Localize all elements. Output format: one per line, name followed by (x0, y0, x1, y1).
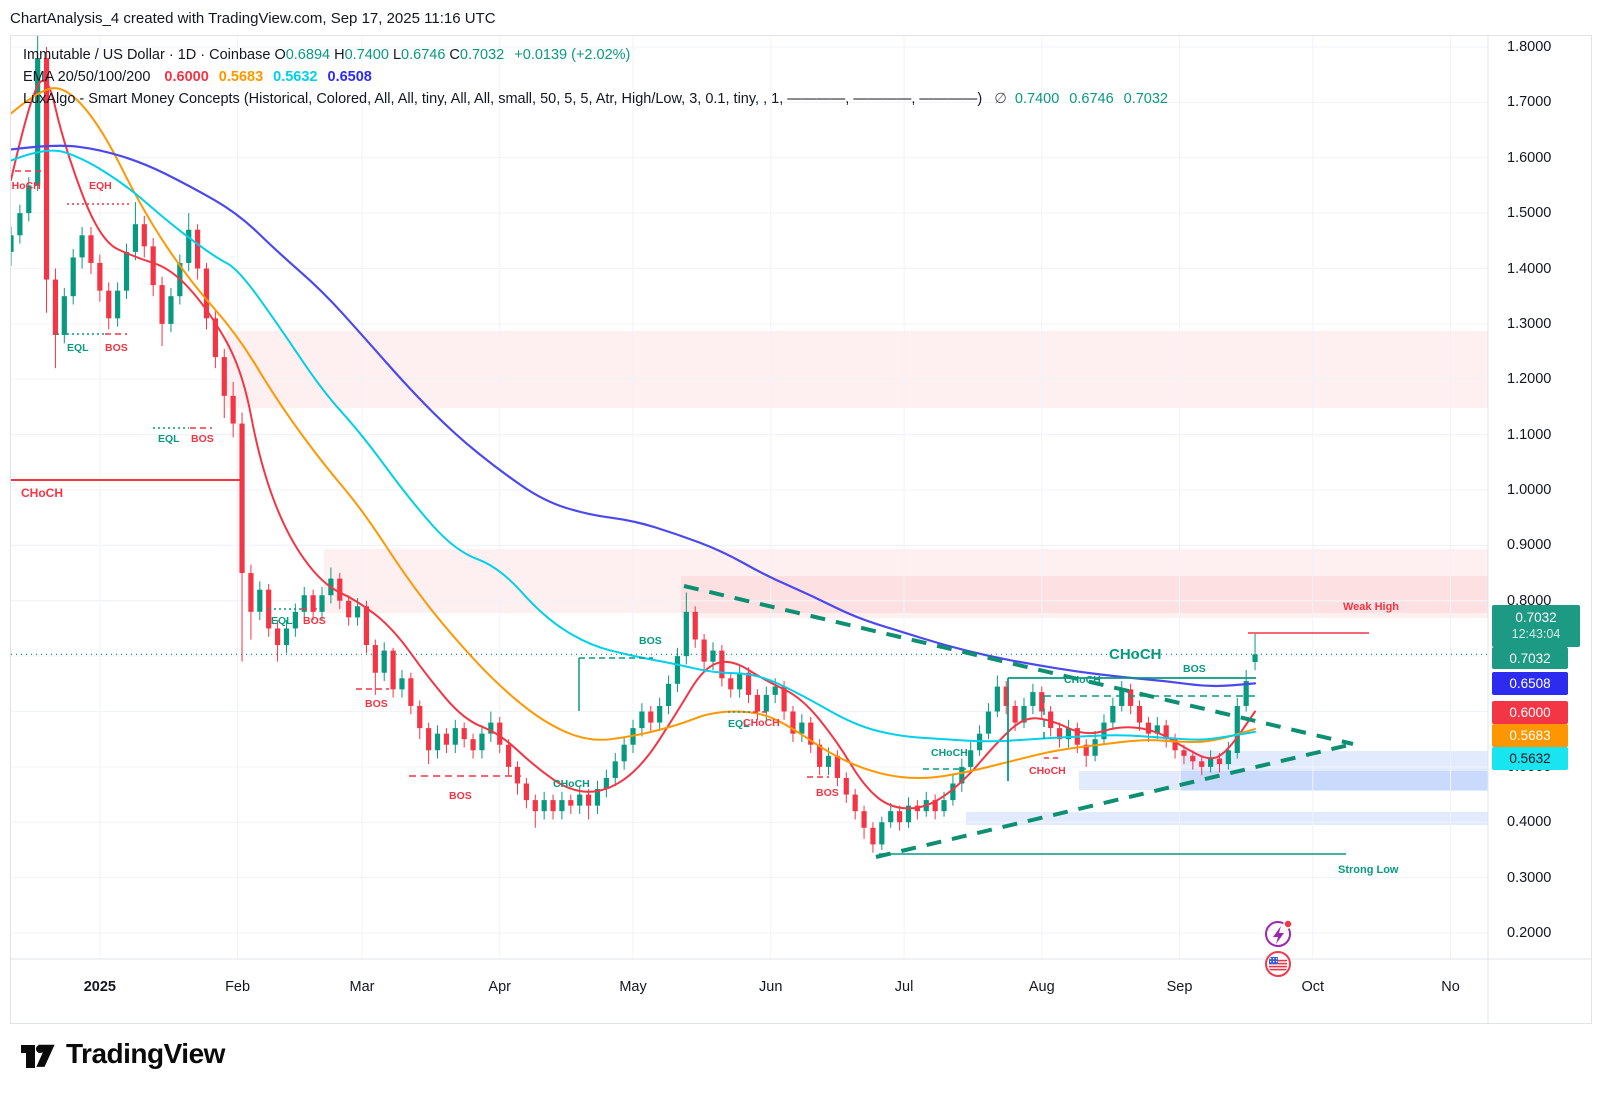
price-axis-label[interactable]: 1.3000 (1507, 315, 1552, 332)
price-chart-canvas[interactable] (11, 36, 1591, 1023)
smc-label-strong-low: Strong Low (1338, 864, 1399, 876)
price-axis-label[interactable]: 0.8000 (1507, 592, 1552, 609)
smc-label-bos: BOS (191, 433, 214, 445)
symbol-legend-row[interactable]: Immutable / US Dollar · 1D · Coinbase O0… (23, 44, 1178, 66)
smc-label-eql: EQL (728, 718, 750, 730)
luxalgo-legend-row[interactable]: LuxAlgo - Smart Money Concepts (Historic… (23, 88, 1178, 110)
luxalgo-values: 0.7400 0.6746 0.7032 (1014, 91, 1168, 107)
ema-values: 0.6000 0.5683 0.5632 0.6508 (164, 69, 372, 85)
price-axis-label[interactable]: 0.3000 (1507, 869, 1552, 886)
symbol-title: Immutable / US Dollar · 1D · Coinbase (23, 47, 271, 63)
price-tag-0.6000: 0.6000 (1492, 701, 1568, 724)
smc-label-bos: BOS (639, 635, 662, 647)
price-axis-label[interactable]: 1.6000 (1507, 149, 1552, 166)
price-tag-0.7032: 0.7032 (1492, 647, 1568, 669)
tradingview-footer[interactable]: TradingView (20, 1038, 225, 1070)
chart-widget[interactable]: Immutable / US Dollar · 1D · Coinbase O0… (10, 35, 1592, 1024)
time-axis-label[interactable]: Jul (894, 979, 914, 995)
smc-label-choch: CHoCH (931, 747, 968, 759)
luxalgo-avg-symbol: ∅ (994, 91, 1007, 107)
time-axis-label[interactable]: Jun (759, 979, 783, 995)
smc-label-eql: EQL (158, 433, 180, 445)
time-axis-label[interactable]: Mar (349, 979, 375, 995)
price-tag-0.5632: 0.5632 (1492, 747, 1568, 770)
ema-title: EMA 20/50/100/200 (23, 69, 151, 85)
time-axis-label[interactable]: 2025 (83, 979, 116, 995)
smc-label-bos: BOS (449, 790, 472, 802)
smc-label-choch: CHoCH (21, 486, 63, 500)
time-axis-label[interactable]: Apr (488, 979, 512, 995)
time-axis-label[interactable]: No (1441, 979, 1460, 995)
event-icons-layer[interactable] (1265, 919, 1293, 977)
smc-label-choch: CHoCH (11, 180, 41, 192)
ema-legend-row[interactable]: EMA 20/50/100/200 0.6000 0.5683 0.5632 0.65… (23, 66, 1178, 88)
tradingview-logo-icon (21, 1044, 55, 1068)
time-axis-label[interactable]: Feb (225, 979, 251, 995)
smc-label-weak-high: Weak High (1343, 601, 1400, 613)
price-tag-0.5683: 0.5683 (1492, 724, 1568, 747)
smc-label-eql: EQL (67, 342, 89, 354)
time-axis-label[interactable]: Oct (1301, 979, 1325, 995)
price-axis-label[interactable]: 1.4000 (1507, 260, 1552, 277)
price-axis-label[interactable]: 1.5000 (1507, 205, 1552, 222)
smc-lines-layer (11, 170, 1369, 859)
smc-label-choch: CHoCH (553, 778, 590, 790)
luxalgo-title: LuxAlgo - Smart Money Concepts (Historic… (23, 91, 983, 107)
smc-label-choch: CHoCH (1064, 674, 1101, 686)
price-axis-label[interactable]: 0.9000 (1507, 537, 1552, 554)
price-axis-label[interactable]: 1.1000 (1507, 426, 1552, 443)
smc-label-bos: BOS (816, 787, 839, 799)
smc-label-bos: BOS (365, 698, 388, 710)
chart-legend[interactable]: Immutable / US Dollar · 1D · Coinbase O0… (23, 44, 1178, 110)
smc-label-choch: CHoCH (1029, 765, 1066, 777)
page-title: ChartAnalysis_4 created with TradingView… (10, 10, 496, 27)
zones-layer (226, 331, 1488, 825)
smc-label-bos: BOS (105, 342, 128, 354)
ohlc-values: O0.6894 H0.7400 L0.6746 C0.7032 (274, 47, 505, 63)
smc-label-bos: BOS (303, 615, 326, 627)
price-axis-label[interactable]: 1.7000 (1507, 94, 1552, 111)
price-axis-label[interactable]: 0.4000 (1507, 814, 1552, 831)
price-axis-label[interactable]: 1.2000 (1507, 371, 1552, 388)
smc-label-choch: CHoCH (743, 717, 780, 729)
candles-layer (11, 36, 1258, 853)
tradingview-brand-text: TradingView (66, 1038, 225, 1069)
price-axis-label[interactable]: 1.0000 (1507, 482, 1552, 498)
smc-label-eqh: EQH (89, 180, 112, 192)
time-axis-label[interactable]: Sep (1166, 979, 1193, 995)
price-tag-0.6508: 0.6508 (1492, 672, 1568, 695)
lightning-event-icon[interactable] (1265, 919, 1293, 947)
time-axis-label[interactable]: May (619, 979, 647, 995)
grid-layer (11, 36, 1591, 1023)
time-axis-label[interactable]: Aug (1028, 979, 1055, 995)
price-axis-label[interactable]: 1.8000 (1507, 39, 1552, 55)
smc-label-eql: EQL (271, 615, 293, 627)
change-value: +0.0139 (+2.02%) (514, 47, 631, 63)
price-axis-label[interactable]: 0.2000 (1507, 925, 1552, 941)
price-tag-0.7032: 0.7032 12:43:04 (1492, 605, 1580, 647)
ema-lines-layer (11, 79, 1257, 810)
us-flag-event-icon[interactable] (1265, 951, 1291, 977)
smc-label-choch: CHoCH (1109, 646, 1162, 663)
smc-label-bos: BOS (1183, 663, 1206, 675)
